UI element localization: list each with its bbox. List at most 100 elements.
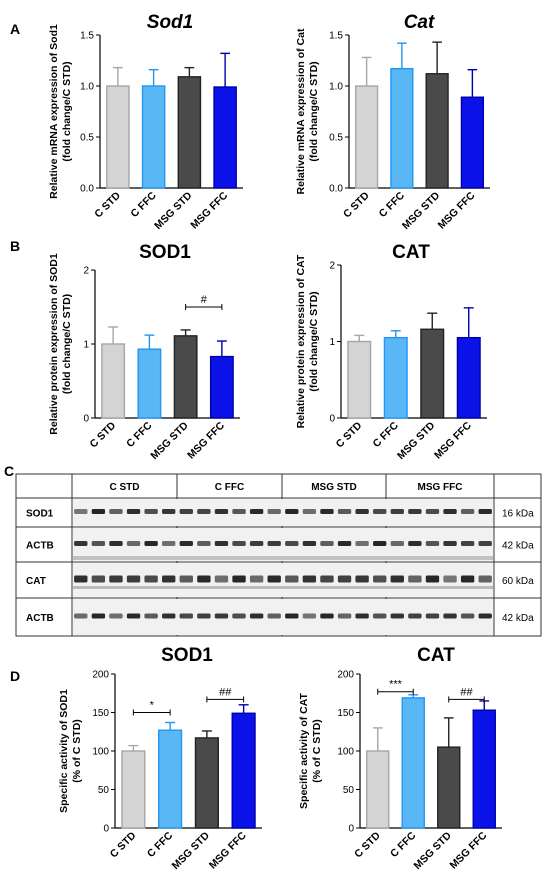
blot-band xyxy=(249,575,264,583)
blot-band xyxy=(214,541,229,546)
blot-band xyxy=(285,541,299,546)
blot-band xyxy=(267,613,281,619)
y-axis-label: Relative mRNA expression of Cat xyxy=(295,28,307,194)
blot-band xyxy=(425,613,440,619)
bar xyxy=(425,73,449,189)
x-tick-label: MSG FFC xyxy=(432,419,474,461)
blot-band xyxy=(373,575,387,583)
bar xyxy=(420,328,445,419)
y-tick-label: 50 xyxy=(343,785,355,796)
y-tick-label: 1.5 xyxy=(329,31,343,42)
blot-band xyxy=(197,541,211,546)
blot-band xyxy=(425,509,440,514)
y-axis-label: (% of C STD) xyxy=(311,719,323,783)
blot-strip xyxy=(73,563,493,597)
blot-band xyxy=(285,613,299,619)
blot-band xyxy=(355,509,369,514)
blot-band xyxy=(162,575,176,583)
blot-band xyxy=(337,575,352,583)
blot-band xyxy=(302,575,317,583)
blot-smear xyxy=(73,556,493,560)
y-tick-label: 1.5 xyxy=(80,31,94,42)
blot-band xyxy=(478,541,492,546)
blot-band xyxy=(302,541,317,546)
panel-label-a: A xyxy=(10,21,20,37)
y-tick-label: 150 xyxy=(337,708,354,719)
blot-band xyxy=(337,509,352,514)
y-axis-label: (fold change/C STD) xyxy=(308,61,320,161)
significance-label: *** xyxy=(389,679,403,691)
x-tick-label: C FFC xyxy=(371,419,402,450)
blot-band xyxy=(249,509,264,514)
blot-band xyxy=(355,613,369,619)
bar xyxy=(101,343,126,419)
bar xyxy=(354,85,379,189)
x-tick-label: MSG STD xyxy=(170,829,213,872)
bar xyxy=(456,336,481,419)
blot-band xyxy=(162,509,176,514)
blot-band xyxy=(249,613,264,619)
x-tick-label: C FFC xyxy=(128,189,159,220)
bar xyxy=(390,67,414,189)
chart-title: SOD1 xyxy=(161,645,213,666)
x-tick-label: MSG FFC xyxy=(436,189,478,231)
x-tick-label: C STD xyxy=(352,829,383,860)
blot-band xyxy=(443,613,457,619)
bar xyxy=(137,348,162,419)
bar xyxy=(173,335,198,419)
blot-band xyxy=(91,509,106,514)
blot-band xyxy=(162,613,176,619)
y-tick-label: 100 xyxy=(92,747,109,758)
blot-group-label: MSG STD xyxy=(311,482,357,493)
blot-band xyxy=(91,541,106,546)
blot-band xyxy=(478,575,492,583)
blot-band xyxy=(390,613,404,619)
y-tick-label: 200 xyxy=(337,670,354,681)
blot-smear xyxy=(73,586,493,589)
chart-title: Sod1 xyxy=(147,12,193,33)
y-tick-label: 0.0 xyxy=(329,184,343,195)
blot-band xyxy=(126,575,141,583)
blot-strip xyxy=(73,499,493,526)
bar xyxy=(437,746,461,829)
panel-label-d: D xyxy=(10,668,20,684)
y-axis-label: Relative protein expression of CAT xyxy=(295,254,307,428)
blot-band xyxy=(214,509,229,514)
blot-band xyxy=(91,575,106,583)
y-tick-label: 2 xyxy=(329,261,335,272)
chart-b-sod1: SOD1 Relative protein expression of SOD1(… xyxy=(48,242,240,462)
blot-band xyxy=(285,509,299,514)
bar xyxy=(194,737,219,829)
y-tick-label: 100 xyxy=(337,747,354,758)
bar xyxy=(401,697,425,829)
blot-band xyxy=(478,613,492,619)
blot-band xyxy=(390,575,404,583)
blot-group-label: C FFC xyxy=(215,482,244,493)
chart-a-cat: Cat Relative mRNA expression of Cat (fold … xyxy=(295,12,490,232)
x-tick-label: C STD xyxy=(334,419,365,450)
blot-band xyxy=(144,509,158,514)
blot-kda-label: 16 kDa xyxy=(502,509,534,520)
y-axis-label: (fold change/C STD) xyxy=(61,61,73,161)
y-tick-label: 1.0 xyxy=(329,82,343,93)
blot-band xyxy=(337,541,352,546)
blot-band xyxy=(373,541,387,546)
x-tick-label: C STD xyxy=(87,419,118,450)
chart-a-sod1: Sod1 Relative mRNA expression of Sod1 (fol… xyxy=(48,12,243,232)
blot-band xyxy=(285,575,299,583)
bar xyxy=(460,96,485,189)
blot-band xyxy=(267,541,281,546)
y-tick-label: 0 xyxy=(83,414,89,425)
y-axis-label: (fold change/C STD) xyxy=(308,291,320,391)
blot-band xyxy=(144,575,158,583)
blot-kda-label: 42 kDa xyxy=(502,541,534,552)
chart-title: CAT xyxy=(417,645,455,666)
western-blot: C STD C FFC MSG STD MSG FFC SOD1 16 kDa ACTB 42… xyxy=(15,473,542,637)
blot-band xyxy=(390,509,404,514)
blot-band xyxy=(179,541,193,546)
blot-row-label: CAT xyxy=(26,576,46,587)
chart-title: SOD1 xyxy=(139,242,191,263)
blot-band xyxy=(126,613,141,619)
blot-row-label: ACTB xyxy=(26,541,54,552)
